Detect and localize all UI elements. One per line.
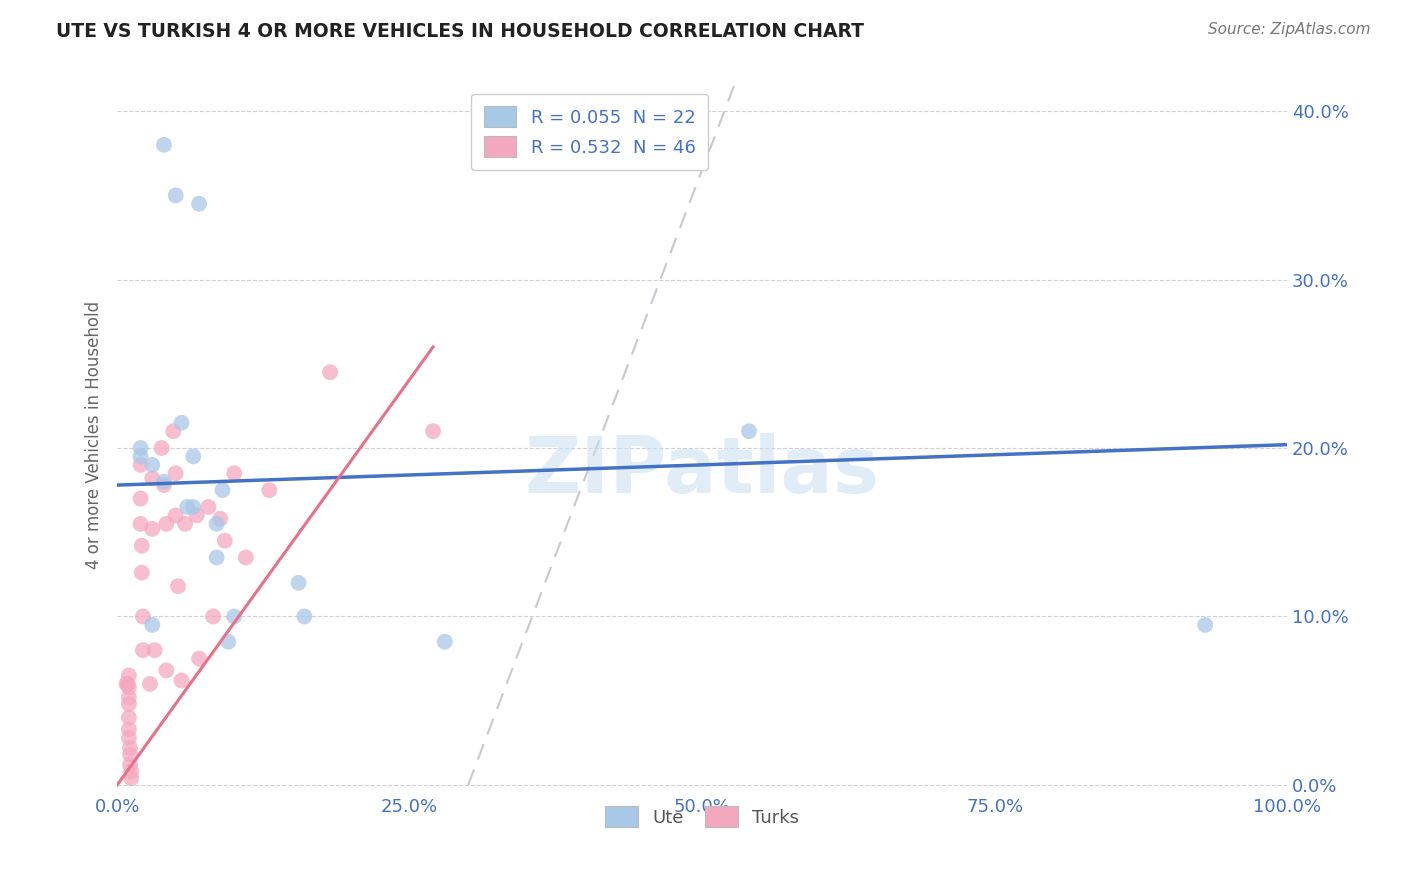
- Y-axis label: 4 or more Vehicles in Household: 4 or more Vehicles in Household: [86, 301, 103, 569]
- Point: [188, 651, 211, 665]
- Point: [738, 424, 761, 438]
- Point: [118, 697, 141, 711]
- Point: [120, 771, 142, 785]
- Point: [165, 467, 187, 481]
- Point: [117, 677, 139, 691]
- Point: [129, 441, 152, 455]
- Point: [129, 458, 152, 472]
- Point: [141, 458, 163, 472]
- Point: [176, 500, 198, 514]
- Point: [205, 516, 228, 531]
- Point: [224, 467, 246, 481]
- Point: [141, 618, 163, 632]
- Point: [287, 575, 309, 590]
- Point: [186, 508, 208, 523]
- Point: [170, 416, 193, 430]
- Text: Source: ZipAtlas.com: Source: ZipAtlas.com: [1208, 22, 1371, 37]
- Point: [170, 673, 193, 688]
- Point: [259, 483, 281, 497]
- Point: [141, 471, 163, 485]
- Point: [165, 188, 187, 202]
- Point: [132, 643, 155, 657]
- Point: [131, 566, 153, 580]
- Point: [153, 478, 176, 492]
- Text: ZIPatlas: ZIPatlas: [524, 434, 880, 509]
- Point: [129, 450, 152, 464]
- Point: [132, 609, 155, 624]
- Point: [150, 441, 173, 455]
- Point: [165, 508, 187, 523]
- Point: [319, 365, 342, 379]
- Point: [153, 137, 176, 152]
- Point: [292, 609, 315, 624]
- Point: [205, 550, 228, 565]
- Point: [202, 609, 225, 624]
- Point: [235, 550, 257, 565]
- Point: [120, 747, 142, 762]
- Text: UTE VS TURKISH 4 OR MORE VEHICLES IN HOUSEHOLD CORRELATION CHART: UTE VS TURKISH 4 OR MORE VEHICLES IN HOU…: [56, 22, 865, 41]
- Point: [139, 677, 162, 691]
- Point: [118, 710, 141, 724]
- Point: [433, 634, 456, 648]
- Point: [181, 450, 204, 464]
- Point: [118, 690, 141, 705]
- Point: [188, 196, 211, 211]
- Point: [174, 516, 197, 531]
- Point: [214, 533, 236, 548]
- Point: [155, 664, 177, 678]
- Point: [153, 475, 176, 489]
- Point: [129, 491, 152, 506]
- Point: [181, 500, 204, 514]
- Point: [131, 539, 153, 553]
- Point: [141, 522, 163, 536]
- Point: [129, 516, 152, 531]
- Point: [115, 677, 138, 691]
- Point: [118, 731, 141, 745]
- Point: [143, 643, 166, 657]
- Point: [217, 634, 239, 648]
- Point: [120, 757, 142, 772]
- Point: [118, 723, 141, 737]
- Point: [422, 424, 444, 438]
- Point: [118, 680, 141, 694]
- Point: [1194, 618, 1216, 632]
- Point: [197, 500, 219, 514]
- Point: [120, 764, 142, 779]
- Point: [162, 424, 184, 438]
- Point: [118, 668, 141, 682]
- Point: [209, 512, 232, 526]
- Point: [224, 609, 246, 624]
- Point: [120, 740, 142, 755]
- Legend: Ute, Turks: Ute, Turks: [598, 799, 806, 834]
- Point: [155, 516, 177, 531]
- Point: [211, 483, 233, 497]
- Point: [167, 579, 190, 593]
